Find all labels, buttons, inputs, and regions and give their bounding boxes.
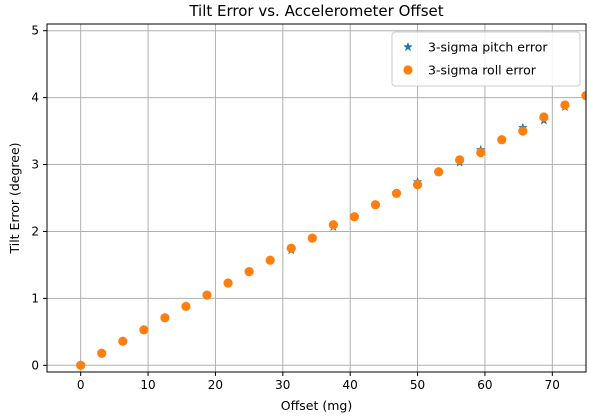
roll-error-point	[265, 255, 275, 265]
roll-error-point	[223, 278, 233, 288]
plot-frame	[46, 23, 587, 373]
roll-error-point	[118, 336, 128, 346]
roll-error-point	[202, 290, 212, 300]
roll-error-point	[139, 325, 149, 335]
y-tick-label: 5	[31, 24, 39, 38]
roll-error-point	[560, 100, 570, 110]
roll-error-point	[539, 112, 549, 122]
roll-error-point	[455, 155, 465, 165]
roll-error-point	[581, 91, 586, 101]
roll-error-point	[307, 233, 317, 243]
x-tick-label: 50	[410, 378, 425, 392]
roll-error-point	[434, 167, 444, 177]
x-tick-label: 10	[140, 378, 155, 392]
x-tick-label: 20	[208, 378, 223, 392]
legend-box	[391, 31, 581, 87]
roll-error-point	[328, 220, 338, 230]
roll-error-point	[476, 147, 486, 158]
roll-error-point	[497, 135, 507, 145]
x-tick-label: 40	[343, 378, 358, 392]
x-tick-label: 70	[545, 378, 560, 392]
roll-error-point	[370, 200, 381, 210]
x-axis-title: Offset (mg)	[281, 398, 352, 413]
roll-error-point	[244, 267, 254, 277]
roll-error-point	[412, 180, 423, 190]
legend: 3-sigma pitch error 3-sigma roll error	[391, 31, 581, 87]
roll-error-point	[286, 243, 296, 253]
y-tick-label: 1	[31, 291, 39, 305]
series-3-sigma-roll-error	[76, 91, 586, 370]
y-tick-label: 0	[31, 358, 39, 372]
y-axis-title: Tilt Error (degree)	[7, 142, 22, 254]
roll-error-point	[181, 301, 191, 312]
y-tick-label: 2	[31, 224, 39, 238]
legend-circle-icon	[403, 65, 413, 75]
chart-title: Tilt Error vs. Accelerometer Offset	[188, 2, 443, 20]
series-3-sigma-pitch-error	[75, 90, 586, 370]
y-tick-label: 3	[31, 158, 39, 172]
roll-error-point	[160, 313, 170, 323]
legend-label: 3-sigma roll error	[428, 63, 537, 78]
legend-label: 3-sigma pitch error	[428, 40, 548, 55]
roll-error-point	[518, 126, 528, 136]
y-tick-label: 4	[31, 91, 39, 105]
x-tick-label: 60	[477, 378, 492, 392]
roll-error-point	[391, 188, 402, 198]
data-points	[75, 90, 586, 370]
roll-error-point	[76, 360, 86, 370]
x-tick-label: 0	[77, 378, 85, 392]
roll-error-point	[97, 348, 107, 358]
x-tick-label: 30	[275, 378, 290, 392]
roll-error-point	[349, 212, 359, 222]
axis-ticks: 0 10 20 30 40 50 60 70 0 1 2 3 4 5	[31, 24, 560, 392]
legend-star-icon	[403, 42, 413, 52]
